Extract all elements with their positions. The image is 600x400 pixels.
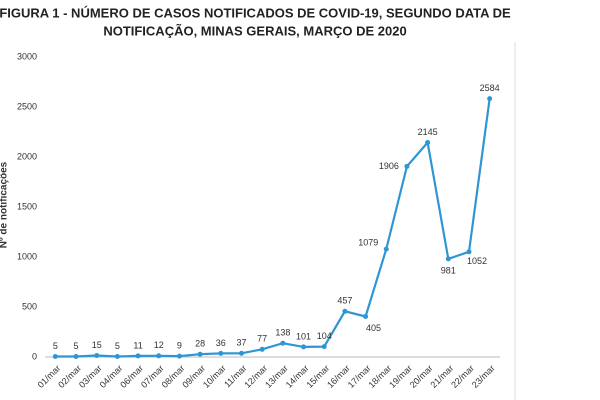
line: [55, 98, 491, 358]
data-label: 15: [92, 340, 102, 350]
point: [114, 354, 120, 359]
point: [135, 353, 141, 359]
point: [73, 354, 79, 359]
point: [238, 350, 244, 356]
point: [466, 249, 472, 255]
point: [363, 314, 369, 319]
y-tick-label: 0: [32, 351, 37, 361]
y-tick-label: 1500: [17, 201, 37, 211]
chart-subtitle: NOTIFICAÇÃO, MINAS GERAIS, MARÇO DE 2020: [103, 23, 406, 38]
data-label: 36: [216, 338, 226, 348]
point: [259, 346, 265, 352]
data-label: 5: [74, 341, 79, 351]
point: [94, 353, 100, 358]
point: [280, 340, 286, 346]
data-label: 5: [53, 341, 58, 351]
point: [404, 163, 410, 169]
data-label: 457: [337, 296, 352, 306]
data-label: 1079: [358, 237, 378, 247]
data-label: 11: [133, 340, 142, 350]
point: [218, 350, 224, 356]
data-label: 981: [441, 265, 456, 275]
point: [425, 140, 431, 145]
point: [321, 344, 327, 350]
data-label: 101: [296, 331, 311, 341]
data-label: 5: [115, 341, 120, 351]
data-label: 1906: [379, 161, 399, 171]
data-label: 1052: [467, 256, 487, 266]
data-label: 138: [275, 328, 290, 338]
point: [383, 246, 389, 252]
y-tick-label: 500: [22, 301, 37, 311]
data-label: 405: [366, 323, 381, 333]
data-label: 2584: [480, 83, 500, 93]
point: [445, 256, 451, 262]
point: [52, 354, 58, 359]
data-label: 104: [317, 331, 332, 341]
chart-title: FIGURA 1 - NÚMERO DE CASOS NOTIFICADOS D…: [0, 5, 511, 20]
data-label: 2145: [418, 127, 438, 137]
y-axis-label: Nº de notificações: [0, 161, 10, 248]
y-tick-label: 2000: [17, 151, 37, 161]
y-tick-label: 1000: [17, 251, 37, 261]
data-label: 28: [195, 339, 205, 349]
point: [156, 353, 162, 359]
data-label: 37: [236, 338, 246, 348]
y-tick-label: 2500: [17, 101, 37, 111]
data-label: 9: [177, 340, 182, 350]
data-label: 77: [257, 334, 267, 344]
point: [342, 308, 348, 314]
y-tick-label: 3000: [17, 51, 37, 61]
point: [197, 351, 203, 357]
point: [301, 344, 307, 350]
data-label: 12: [154, 340, 164, 350]
point: [176, 353, 182, 359]
point: [487, 96, 493, 102]
